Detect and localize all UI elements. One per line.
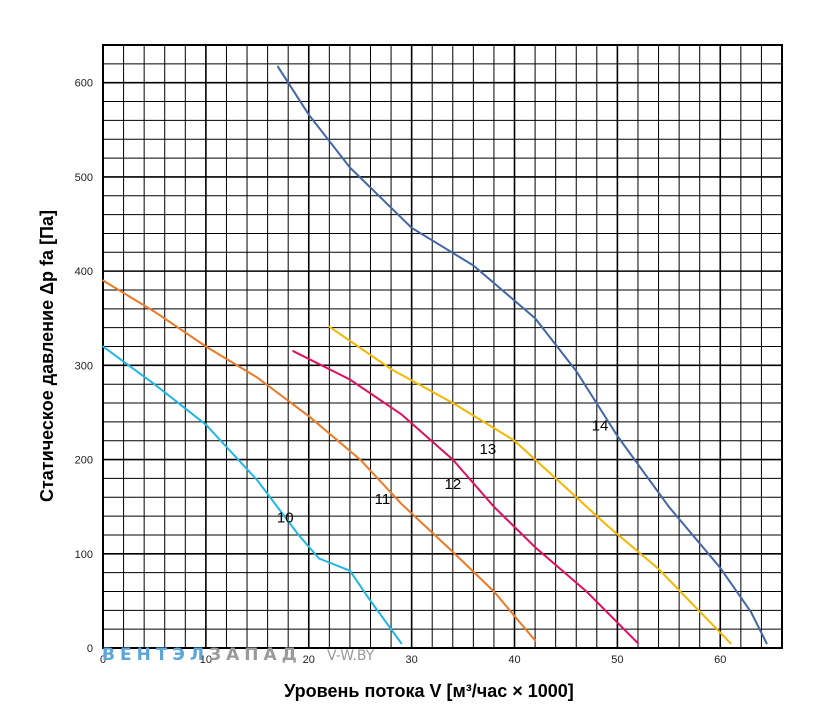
svg-text:ВЕНТЭЛЗАПАД: ВЕНТЭЛЗАПАД — [102, 645, 302, 665]
y-axis-title: Статическое давление Δp fa [Па] — [37, 210, 57, 502]
tick-labels: 0 100 200 300 400 500 600 0 10 20 30 40 50 60 — [75, 78, 727, 666]
curve-labels: 10 11 12 13 14 — [277, 417, 608, 526]
series-label-12: 12 — [445, 476, 462, 493]
y-tick-label: 500 — [75, 172, 93, 184]
series-line-13 — [328, 325, 732, 645]
watermark-part-2: ЗАПАД — [209, 645, 302, 665]
x-tick-label: 0 — [100, 654, 106, 666]
x-axis-title: Уровень потока V [м³/час × 1000] — [284, 681, 574, 701]
y-tick-label: 100 — [75, 549, 93, 561]
watermark: ВЕНТЭЛЗАПАД V-W.BY — [102, 645, 375, 665]
x-tick-label: 50 — [611, 654, 623, 666]
series-label-11: 11 — [375, 491, 391, 508]
y-tick-label: 0 — [87, 643, 93, 655]
series-line-10 — [102, 345, 403, 645]
series-line-14 — [276, 65, 768, 645]
series-layer — [102, 65, 768, 645]
x-tick-label: 20 — [303, 654, 315, 666]
y-tick-label: 300 — [75, 360, 93, 372]
y-tick-label: 400 — [75, 266, 93, 278]
y-tick-label: 600 — [75, 78, 93, 90]
watermark-site: V-W.BY — [327, 648, 375, 664]
plot-grid — [103, 45, 782, 648]
x-tick-label: 30 — [406, 654, 418, 666]
series-label-10: 10 — [277, 510, 294, 527]
series-line-12 — [292, 350, 639, 645]
series-line-11 — [102, 279, 537, 642]
x-tick-label: 10 — [200, 654, 212, 666]
series-label-13: 13 — [480, 441, 497, 458]
x-tick-label: 40 — [508, 654, 520, 666]
watermark-part-1: ВЕНТЭЛ — [102, 645, 209, 665]
series-label-14: 14 — [592, 417, 609, 434]
y-tick-label: 200 — [75, 455, 93, 467]
x-tick-label: 60 — [714, 654, 726, 666]
